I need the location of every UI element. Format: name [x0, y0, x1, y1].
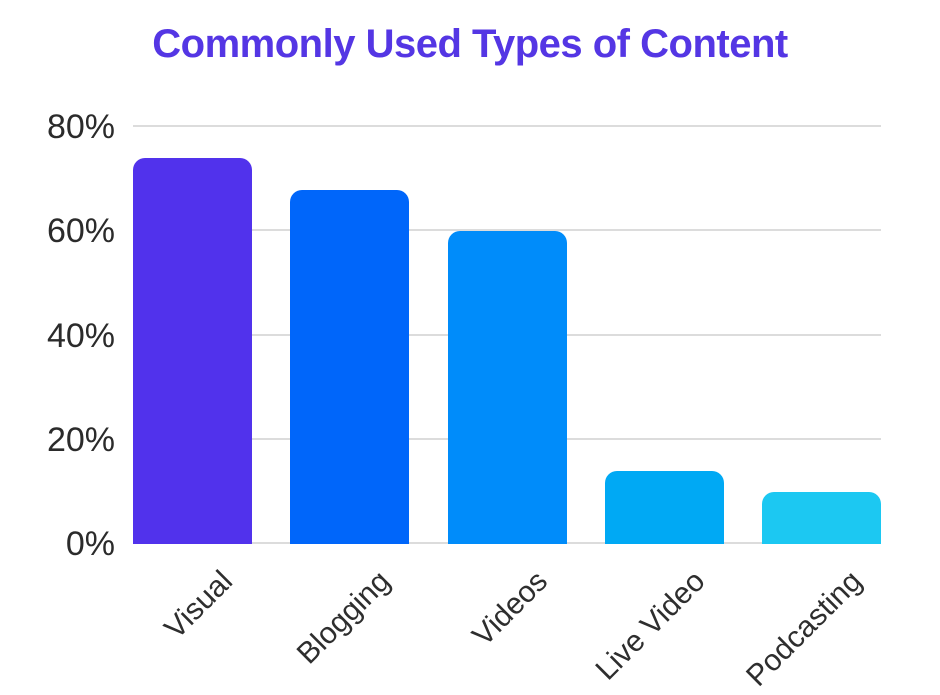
bar-live-video	[604, 471, 724, 544]
gridline-80	[133, 125, 881, 127]
y-tick-label-80: 80%	[46, 108, 115, 146]
x-label-blogging: Blogging	[290, 564, 397, 671]
y-tick-label-0: 0%	[65, 525, 115, 563]
x-label-visual: Visual	[158, 564, 240, 646]
bar-visual	[133, 158, 252, 544]
x-label-live-video: Live Video	[589, 564, 712, 687]
x-label-videos: Videos	[466, 564, 554, 653]
plot-area	[133, 125, 881, 544]
bar-videos	[447, 231, 567, 544]
y-axis: 0% 20% 40% 60% 80%	[0, 0, 115, 695]
y-tick-label-20: 20%	[46, 420, 115, 459]
bar-blogging	[290, 189, 410, 544]
bars-group	[133, 127, 881, 544]
bar-podcasting	[762, 491, 881, 544]
chart-title: Commonly Used Types of Content	[152, 22, 788, 66]
gridline-60	[133, 229, 881, 232]
x-label-podcasting: Podcasting	[740, 564, 869, 693]
y-tick-label-60: 60%	[46, 212, 115, 251]
y-tick-label-40: 40%	[46, 316, 115, 355]
